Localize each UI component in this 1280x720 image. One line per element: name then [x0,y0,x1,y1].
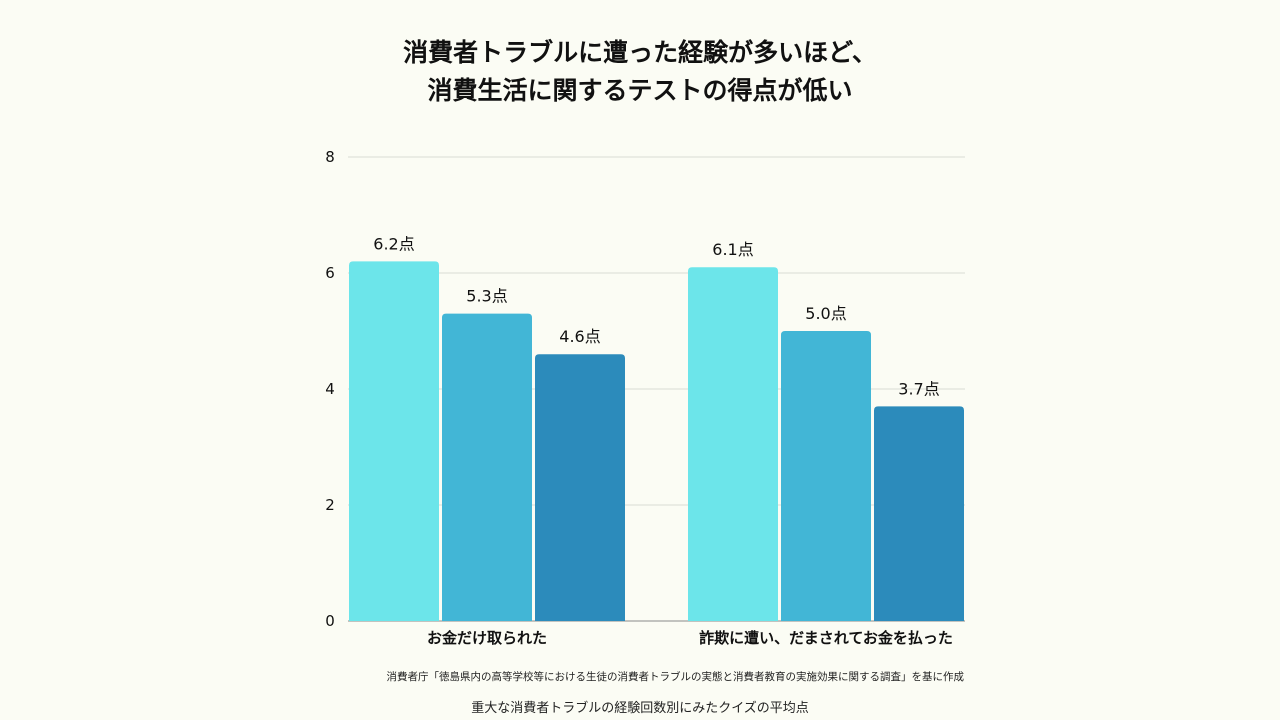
bar-value-label: 5.0点 [805,304,846,323]
chart-caption: 重大な消費者トラブルの経験回数別にみたクイズの平均点 [471,701,809,716]
bar-value-label: 6.1点 [712,240,753,259]
chart-gridlines [348,156,965,622]
bar [781,331,871,621]
chart-title-line-1: 消費者トラブルに遭った経験が多いほど、 [403,38,877,67]
bar-value-label: 6.2点 [373,234,414,253]
bar [442,313,532,621]
y-tick-label: 4 [325,380,335,398]
y-axis-tick-labels: 0 2 4 6 8 [325,148,335,630]
bar [688,267,778,621]
chart-title: 消費者トラブルに遭った経験が多いほど、 消費生活に関するテストの得点が低い [0,34,1280,110]
x-category-label: お金だけ取られた [427,629,547,647]
y-tick-label: 6 [325,264,335,282]
chart-title-line-2: 消費生活に関するテストの得点が低い [427,76,853,105]
bar-value-label: 3.7点 [898,379,939,398]
bar-value-label: 5.3点 [466,287,507,306]
y-tick-label: 0 [325,612,335,630]
chart-value-labels: 6.2点 5.3点 4.6点 6.1点 5.0点 3.7点 [373,234,939,398]
chart-bars [349,261,964,621]
bar-value-label: 4.6点 [559,327,600,346]
bar [874,406,964,621]
bar [349,261,439,621]
y-tick-label: 2 [325,496,335,514]
x-axis-category-labels: お金だけ取られた 詐欺に遭い、だまされてお金を払った [427,629,953,647]
source-note: 消費者庁「徳島県内の高等学校等における生徒の消費者トラブルの実態と消費者教育の実… [386,671,965,683]
y-tick-label: 8 [325,148,335,166]
x-category-label: 詐欺に遭い、だまされてお金を払った [699,629,953,647]
bar [535,354,625,621]
